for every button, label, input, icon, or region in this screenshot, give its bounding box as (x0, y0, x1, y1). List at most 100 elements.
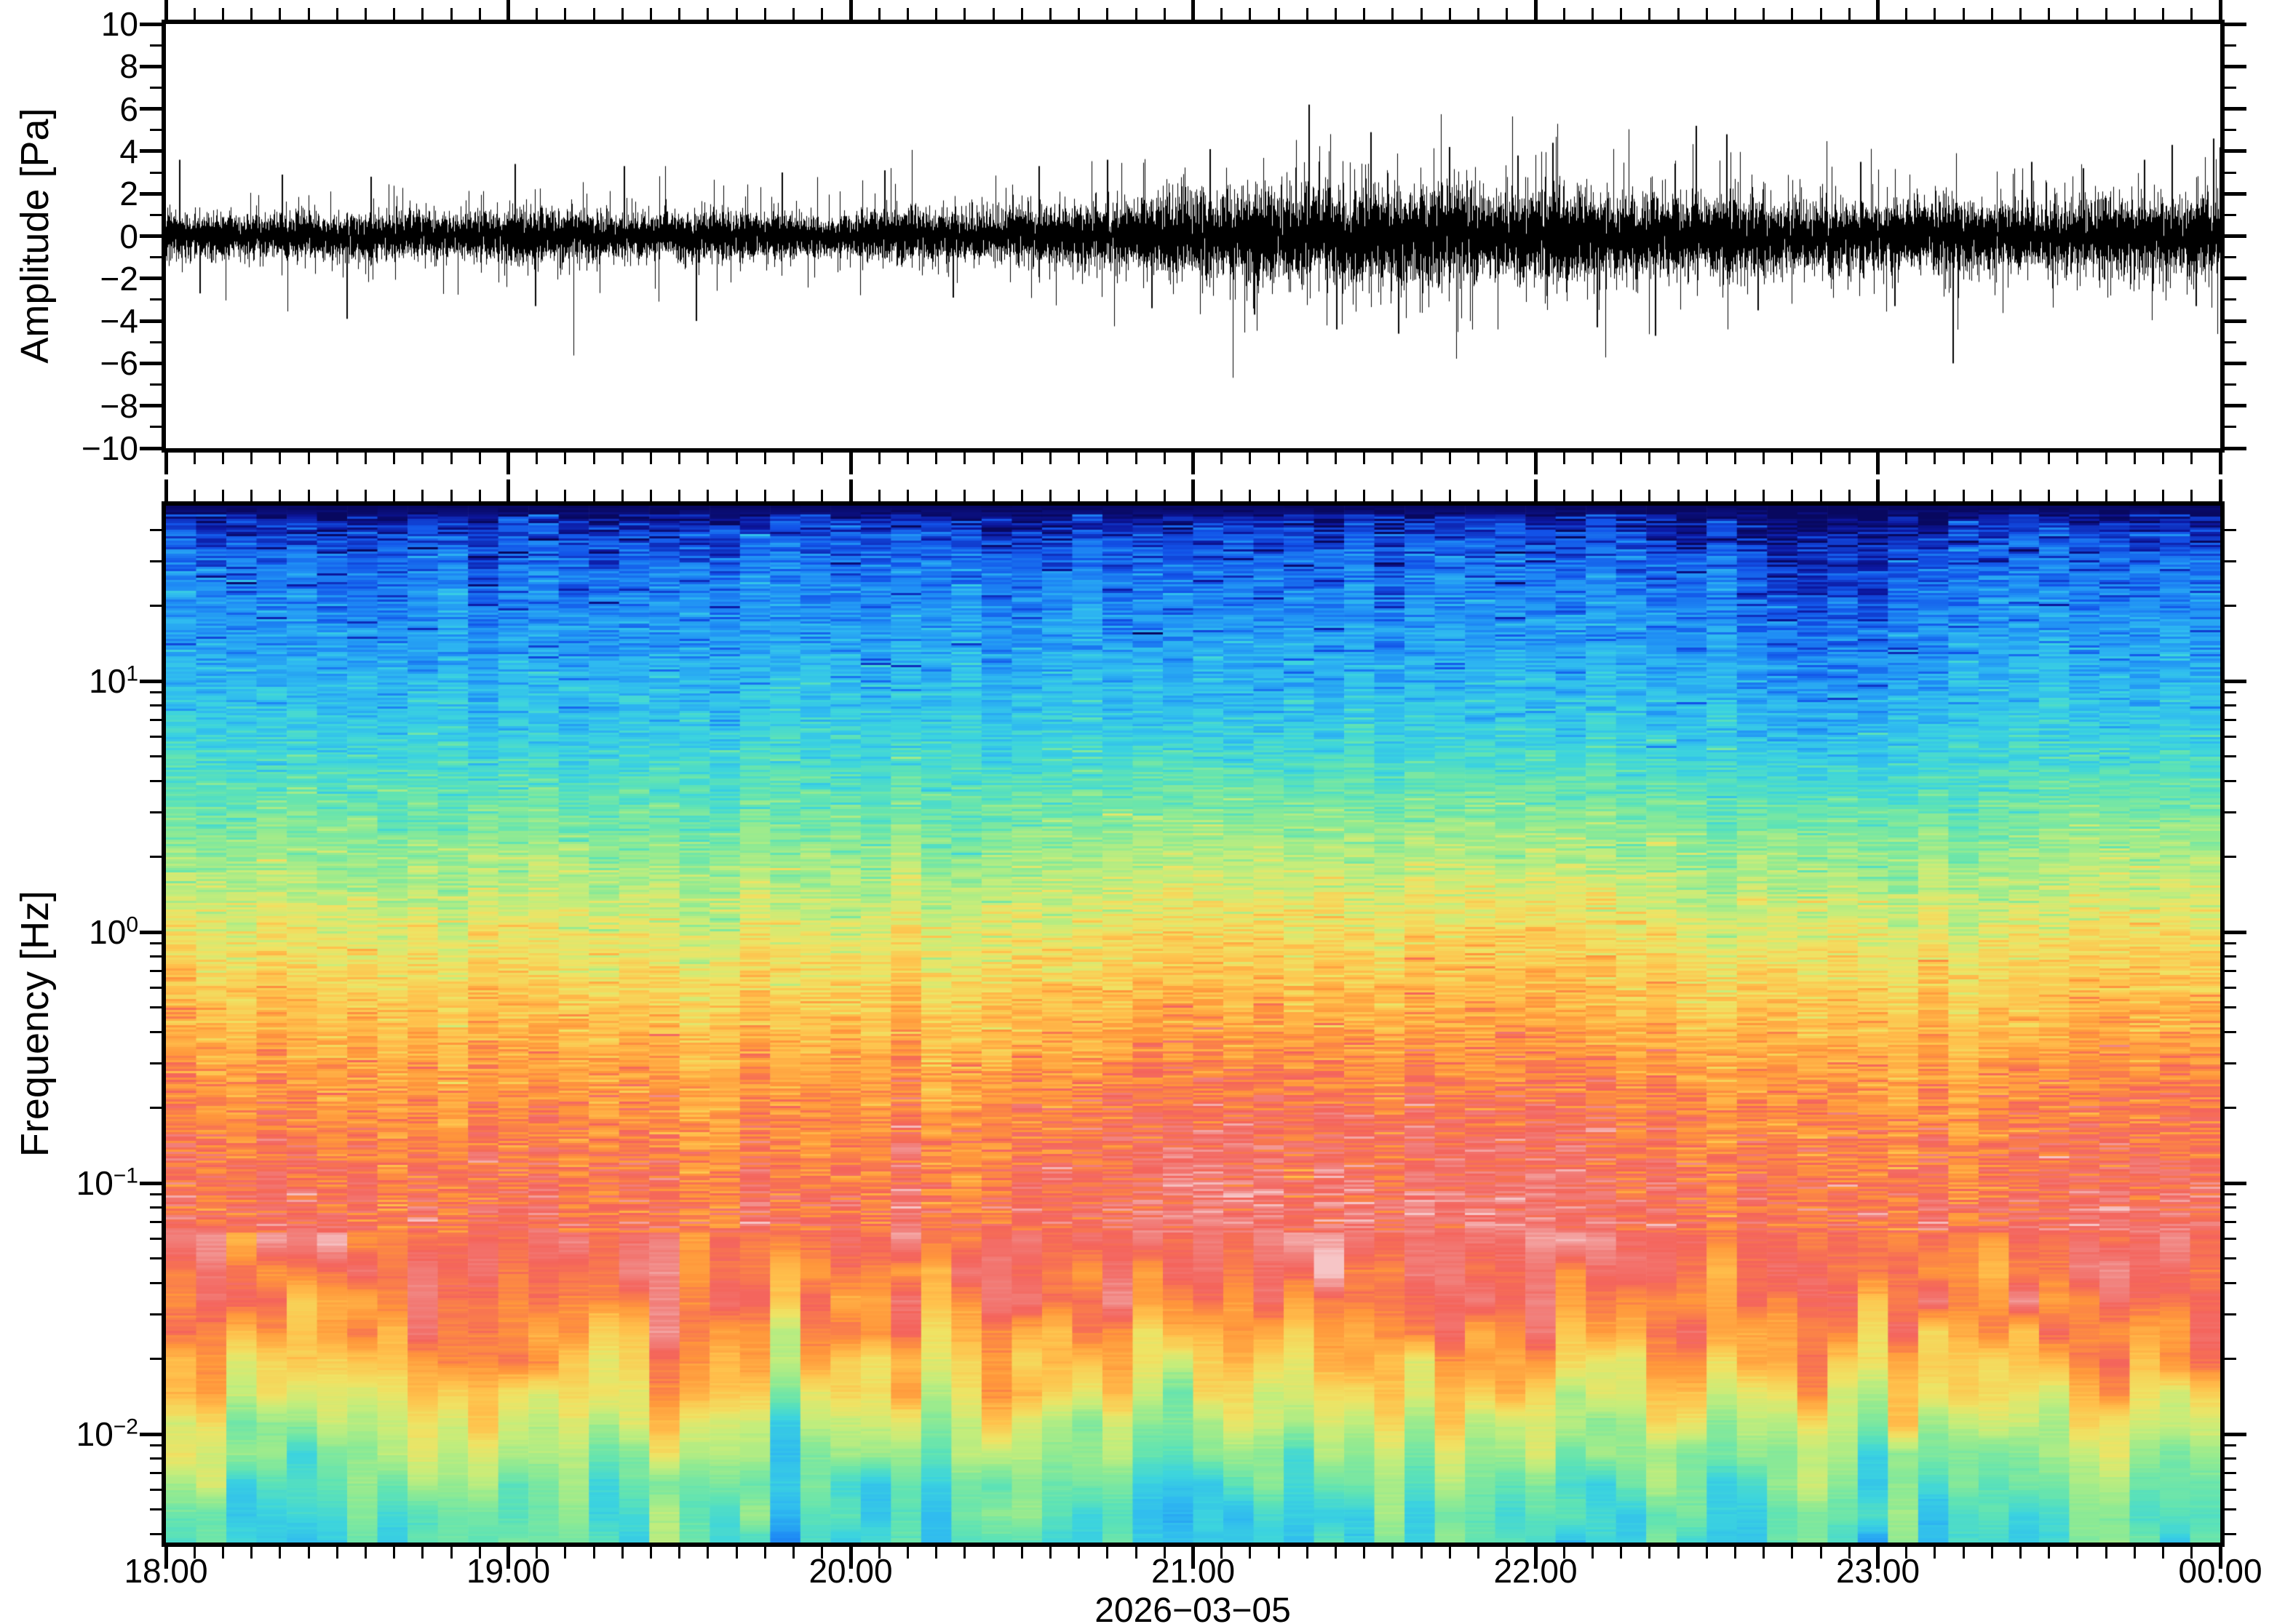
tick-major (2218, 1547, 2222, 1569)
tick-minor (150, 970, 162, 973)
tick-minor (150, 1444, 162, 1447)
tick-minor (792, 453, 795, 464)
tick-minor (1277, 1547, 1280, 1559)
tick-major (2218, 479, 2222, 501)
tick-minor (2225, 213, 2236, 216)
tick-major (1533, 0, 1538, 20)
tick-minor (1506, 1547, 1509, 1559)
tick-minor (1020, 1547, 1023, 1559)
tick-minor (1249, 8, 1252, 20)
tick-minor (1562, 8, 1565, 20)
tick-minor (2162, 490, 2165, 501)
tick-minor (450, 1547, 453, 1559)
tick-minor (1905, 453, 1908, 464)
tick-minor (763, 8, 766, 20)
tick-major (2225, 234, 2246, 238)
tick-minor (2105, 1547, 2107, 1559)
tick-minor (2225, 942, 2236, 945)
tick-minor (592, 453, 595, 464)
tick-minor (1163, 8, 1166, 20)
tick-minor (650, 490, 653, 501)
amplitude-tick-label: 6 (119, 89, 138, 128)
tick-minor (1335, 490, 1338, 501)
tick-minor (1306, 8, 1308, 20)
tick-minor (1277, 8, 1280, 20)
tick-major (1876, 453, 1880, 474)
tick-minor (1763, 453, 1765, 464)
tick-minor (906, 490, 909, 501)
tick-minor (150, 942, 162, 945)
tick-minor (2105, 453, 2107, 464)
tick-minor (2225, 970, 2236, 973)
tick-minor (678, 1547, 681, 1559)
tick-minor (279, 1547, 282, 1559)
tick-minor (1420, 1547, 1423, 1559)
tick-minor (878, 490, 881, 501)
tick-minor (250, 490, 253, 501)
tick-minor (592, 1547, 595, 1559)
tick-major (1533, 1547, 1538, 1569)
tick-minor (1049, 8, 1052, 20)
tick-minor (279, 453, 282, 464)
tick-minor (678, 453, 681, 464)
tick-minor (735, 453, 738, 464)
tick-major (1533, 453, 1538, 474)
tick-major (140, 234, 162, 238)
tick-minor (2076, 453, 2079, 464)
tick-major (2225, 1432, 2246, 1436)
tick-minor (150, 811, 162, 813)
tick-major (2218, 0, 2222, 20)
tick-minor (2225, 298, 2236, 301)
tick-minor (478, 8, 481, 20)
tick-minor (707, 490, 710, 501)
tick-minor (364, 1547, 367, 1559)
tick-minor (150, 213, 162, 216)
tick-minor (2225, 1457, 2236, 1460)
time-tick-label: 20:00 (808, 1552, 893, 1590)
amplitude-tick-label: 10 (100, 5, 138, 43)
tick-minor (935, 490, 938, 501)
tick-minor (1477, 490, 1480, 501)
tick-major (140, 107, 162, 111)
tick-minor (792, 490, 795, 501)
tick-minor (150, 1457, 162, 1460)
tick-minor (150, 1062, 162, 1064)
tick-minor (2225, 1313, 2236, 1315)
tick-minor (963, 490, 966, 501)
tick-minor (735, 490, 738, 501)
tick-minor (1391, 1547, 1394, 1559)
tick-minor (150, 426, 162, 429)
tick-minor (150, 1106, 162, 1109)
tick-minor (279, 8, 282, 20)
tick-minor (1591, 453, 1594, 464)
tick-minor (150, 171, 162, 174)
tick-minor (1705, 453, 1708, 464)
tick-minor (2105, 8, 2107, 20)
tick-minor (992, 490, 995, 501)
tick-minor (1791, 490, 1794, 501)
tick-minor (1620, 8, 1623, 20)
tick-minor (2225, 1444, 2236, 1447)
tick-minor (150, 86, 162, 89)
tick-minor (2225, 604, 2236, 607)
tick-minor (1733, 1547, 1736, 1559)
tick-minor (2019, 1547, 2022, 1559)
tick-minor (1335, 8, 1338, 20)
tick-minor (150, 383, 162, 386)
tick-minor (335, 490, 338, 501)
tick-minor (621, 1547, 624, 1559)
tick-minor (1220, 490, 1223, 501)
tick-minor (707, 8, 710, 20)
tick-minor (2076, 1547, 2079, 1559)
tick-minor (193, 453, 196, 464)
tick-minor (2225, 779, 2236, 782)
tick-minor (150, 1030, 162, 1033)
tick-major (140, 1432, 162, 1436)
amplitude-tick-label: −6 (100, 344, 138, 383)
frequency-tick-label: 10−2 (76, 1414, 138, 1454)
tick-minor (393, 490, 396, 501)
tick-minor (1391, 490, 1394, 501)
tick-minor (2225, 1006, 2236, 1009)
tick-minor (2225, 736, 2236, 739)
